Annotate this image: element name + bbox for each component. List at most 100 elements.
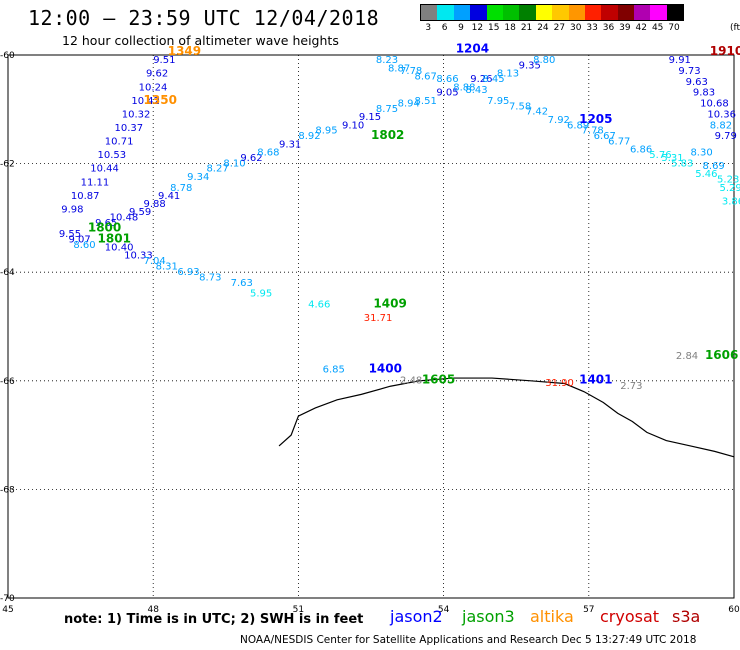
legend-label: 70	[668, 23, 680, 33]
wave-height-value: 6.89	[567, 120, 589, 131]
wave-height-value: 9.31	[279, 139, 301, 150]
wave-height-value: 10.37	[114, 123, 143, 134]
legend-swatch	[453, 5, 471, 20]
legend-label: 18	[504, 23, 516, 33]
legend-unit: (ft)	[730, 23, 740, 33]
wave-height-value: 9.41	[158, 191, 180, 202]
wave-height-value: 31.71	[364, 313, 393, 324]
y-tick-label: -66	[0, 377, 15, 387]
legend-swatch	[584, 5, 602, 20]
wave-height-value: 9.07	[69, 234, 91, 245]
legend-label: 33	[586, 23, 598, 33]
wave-height-value: 9.35	[519, 61, 541, 72]
y-tick-label: -64	[0, 268, 15, 278]
legend-swatch	[634, 5, 651, 20]
legend-swatch	[437, 5, 454, 20]
y-tick-label: -70	[0, 594, 15, 604]
wave-height-value: 2.73	[620, 381, 642, 392]
wave-height-value: 9.88	[144, 199, 166, 210]
wave-height-value: 9.55	[59, 229, 81, 240]
wave-height-value: 5.31	[661, 153, 683, 164]
pass-time-label: 1910	[710, 44, 740, 58]
legend-swatch	[650, 5, 667, 20]
wave-height-value: 7.95	[487, 96, 509, 107]
wave-height-value: 8.68	[257, 147, 279, 158]
wave-height-value: 8.51	[415, 96, 437, 107]
y-tick-label: -68	[0, 485, 15, 495]
wave-height-value: 31.90	[545, 378, 574, 389]
note-text: note: 1) Time is in UTC; 2) SWH is in fe…	[64, 612, 364, 627]
wave-height-value: 5.29	[719, 183, 740, 194]
wave-height-value: 6.86	[630, 145, 652, 156]
legend-swatch	[666, 5, 684, 20]
wave-height-value: 8.31	[156, 261, 178, 272]
legend-label: 24	[537, 23, 549, 33]
wave-height-value: 10.40	[105, 242, 134, 253]
wave-height-value: 9.73	[678, 66, 700, 77]
coastline	[278, 377, 735, 458]
wave-height-value: 8.60	[73, 240, 95, 251]
wave-height-value: 9.83	[693, 88, 715, 99]
wave-height-value: 7.42	[526, 107, 548, 118]
pass-time-label: 1800	[88, 220, 121, 234]
wave-height-value: 10.53	[98, 150, 127, 161]
legend-swatch	[552, 5, 569, 20]
legend-label: 42	[635, 23, 647, 33]
wave-height-value: 9.98	[61, 204, 83, 215]
satellite-jason2: jason2	[390, 607, 443, 626]
wave-height-value: 8.13	[497, 69, 519, 80]
wave-height-value: 8.95	[315, 126, 337, 137]
wave-height-value: 9.79	[715, 131, 737, 142]
y-tick-label: -62	[0, 160, 15, 170]
legend-label: 30	[569, 23, 582, 33]
wave-height-value: 7.92	[548, 115, 570, 126]
wave-height-value: 10.24	[139, 82, 168, 93]
legend-label: 15	[488, 23, 500, 33]
satellite-s3a: s3a	[672, 607, 701, 626]
wave-height-value: 7.78	[582, 126, 604, 137]
legend-swatch	[502, 5, 520, 20]
wave-height-value: 5.23	[717, 175, 739, 186]
wave-height-value: 6.77	[608, 137, 630, 148]
wave-height-value: 6.93	[177, 267, 199, 278]
legend-label: 36	[602, 23, 615, 33]
wave-height-value: 9.63	[686, 77, 708, 88]
wave-height-value: 2.48	[400, 376, 422, 387]
pass-time-label: 1801	[98, 231, 131, 245]
pass-time-label: 1205	[579, 112, 612, 126]
legend-label: 21	[520, 23, 533, 33]
wave-height-value: 8.92	[298, 131, 320, 142]
legend-label: 45	[651, 23, 664, 33]
map-frame	[7, 54, 735, 599]
wave-height-value: 10.87	[71, 191, 100, 202]
legend-labels: 3 6 9 12 15 18 21 24 27 30 33 36 39 42 45 70	[420, 23, 684, 35]
wave-height-value: 9.15	[359, 112, 381, 123]
wave-height-value: 8.27	[206, 164, 228, 175]
wave-height-value: 8.80	[533, 55, 555, 66]
legend-swatch	[617, 5, 635, 20]
wave-height-value: 9.62	[146, 69, 168, 80]
pass-time-label: 1401	[579, 373, 612, 387]
wave-height-value: 8.66	[436, 74, 458, 85]
wave-height-value: 8.82	[710, 120, 732, 131]
wave-height-value: 7.63	[231, 278, 253, 289]
wave-height-value: 8.94	[398, 99, 420, 110]
wave-height-value: 4.66	[308, 299, 330, 310]
legend-label: 6	[441, 23, 448, 33]
wave-height-value: 7.58	[509, 101, 531, 112]
page-subtitle: 12 hour collection of altimeter wave hei…	[62, 33, 339, 48]
wave-height-value: 10.36	[707, 109, 736, 120]
wave-height-value: 8.43	[465, 85, 487, 96]
pass-time-label: 1204	[456, 41, 489, 55]
wave-height-value: 9.10	[342, 120, 364, 131]
wave-height-value: 9.26	[470, 74, 492, 85]
wave-height-value: 8.75	[376, 104, 398, 115]
legend-label: 3	[425, 23, 432, 33]
legend-label: 12	[471, 23, 484, 33]
legend-swatch	[519, 5, 536, 20]
wave-height-value: 2.84	[676, 351, 698, 362]
pass-time-label: 1400	[369, 362, 402, 376]
wave-height-value: 9.62	[240, 153, 262, 164]
wave-height-value: 8.88	[453, 82, 475, 93]
wave-height-value: 5.76	[649, 150, 671, 161]
